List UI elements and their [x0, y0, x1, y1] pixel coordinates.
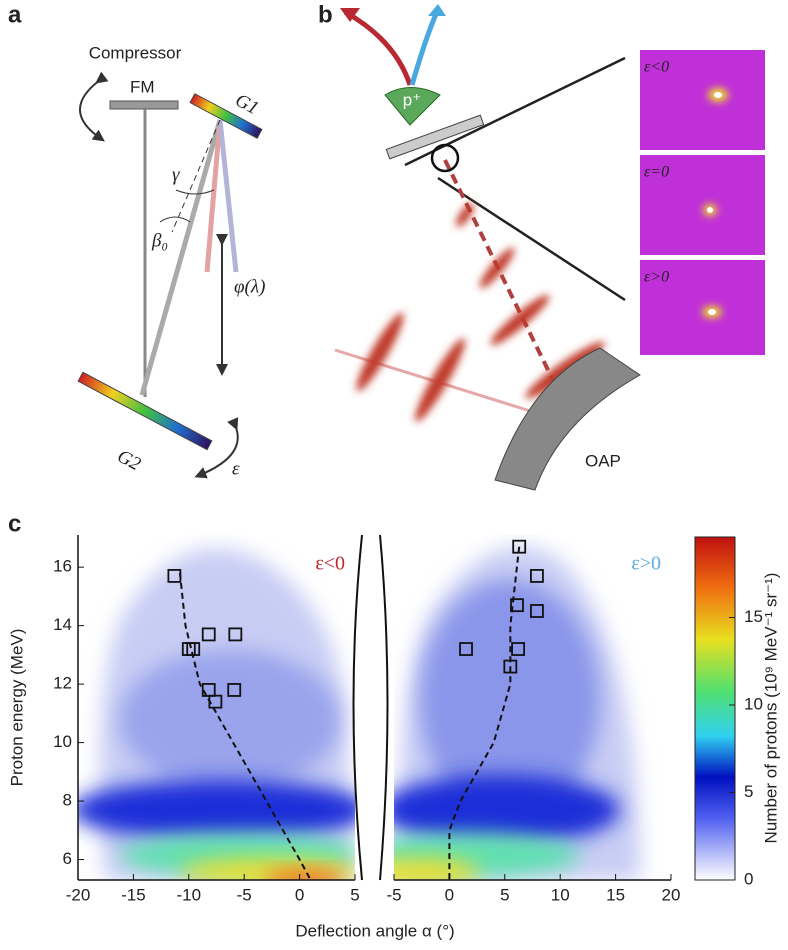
panel-label: b [318, 1, 333, 28]
label: γ [172, 164, 180, 185]
mirror [109, 100, 179, 110]
heatmap [394, 546, 640, 880]
label: G2 [114, 446, 145, 476]
rotation-arrow [79, 71, 109, 142]
arrow [409, 13, 439, 86]
label: FM [130, 77, 155, 96]
y-axis-label: Proton energy (MeV) [7, 629, 26, 787]
marker [227, 683, 242, 697]
x-tick-label: -10 [177, 885, 202, 904]
y-tick-label: 14 [53, 615, 72, 634]
diagram-b: OAP p⁺ ε<0 ε=0 ε>0 [334, 4, 765, 491]
normal [171, 119, 221, 233]
inset-label: ε<0 [644, 59, 669, 76]
frame [379, 534, 389, 881]
beam-edge [437, 176, 626, 302]
x-tick-label: 0 [445, 885, 454, 904]
colorbar-tick-label: 5 [744, 782, 753, 801]
x-tick-label: -15 [121, 885, 146, 904]
panel-label: c [8, 510, 21, 537]
label: G1 [232, 90, 262, 119]
colorbar [694, 536, 736, 881]
target [385, 114, 485, 160]
x-tick-label: -5 [386, 885, 401, 904]
arrow [343, 9, 413, 86]
trend-line [178, 572, 312, 881]
focus [430, 143, 460, 173]
label: φ(λ) [234, 276, 265, 297]
inset-label: ε>0 [644, 269, 669, 286]
heatmap [78, 548, 355, 880]
arrow-head [428, 4, 446, 16]
y-tick-label: 16 [53, 557, 72, 576]
beam [204, 119, 223, 273]
diagram-a: Compressor FM G1 G2 γ β₀ φ(λ) ε [77, 43, 265, 479]
x-tick-label: 5 [350, 885, 359, 904]
beam-edge [404, 56, 626, 167]
marker [530, 569, 544, 583]
frame [352, 534, 363, 881]
x-tick-label: 15 [606, 885, 625, 904]
annotation: ε<0 [315, 553, 345, 575]
mirror [494, 347, 641, 491]
colorbar-label: Number of protons (10⁹ MeV⁻¹ sr⁻¹) [761, 573, 780, 844]
annotation: ε>0 [631, 553, 661, 575]
x-axis-label: Deflection angle α (°) [295, 921, 454, 940]
x-tick-label: 0 [295, 885, 304, 904]
colorbar-tick-label: 0 [744, 869, 753, 888]
label: ε [232, 458, 240, 479]
inset-label: ε=0 [644, 164, 669, 181]
panel-label: a [8, 1, 22, 28]
label: p⁺ [403, 90, 421, 109]
marker [510, 598, 524, 613]
marker [530, 604, 544, 618]
angle [175, 189, 215, 195]
label: Compressor [89, 43, 182, 62]
x-tick-label: -20 [66, 885, 91, 904]
x-tick-label: 5 [500, 885, 509, 904]
marker [228, 627, 243, 642]
label: β₀ [151, 230, 168, 251]
proton-cone [384, 87, 441, 126]
colorbar-tick-label: 15 [744, 607, 763, 626]
rotation-arrow [194, 417, 239, 479]
marker [459, 642, 473, 656]
insets: ε<0 ε=0 ε>0 [640, 50, 765, 355]
x-tick-label: 20 [662, 885, 681, 904]
y-tick-label: 12 [53, 674, 72, 693]
marker [511, 642, 525, 656]
marker [201, 627, 216, 642]
y-tick-label: 10 [53, 732, 72, 751]
beam [217, 119, 239, 273]
label: OAP [585, 451, 621, 470]
colorbar-tick-label: 10 [744, 694, 763, 713]
arrow-head [340, 8, 360, 22]
y-tick-label: 8 [63, 791, 72, 810]
grating [189, 93, 263, 139]
y-tick-label: 6 [63, 849, 72, 868]
angle [159, 216, 191, 223]
x-tick-label: -5 [237, 885, 252, 904]
x-tick-label: 10 [551, 885, 570, 904]
beam [139, 119, 223, 396]
